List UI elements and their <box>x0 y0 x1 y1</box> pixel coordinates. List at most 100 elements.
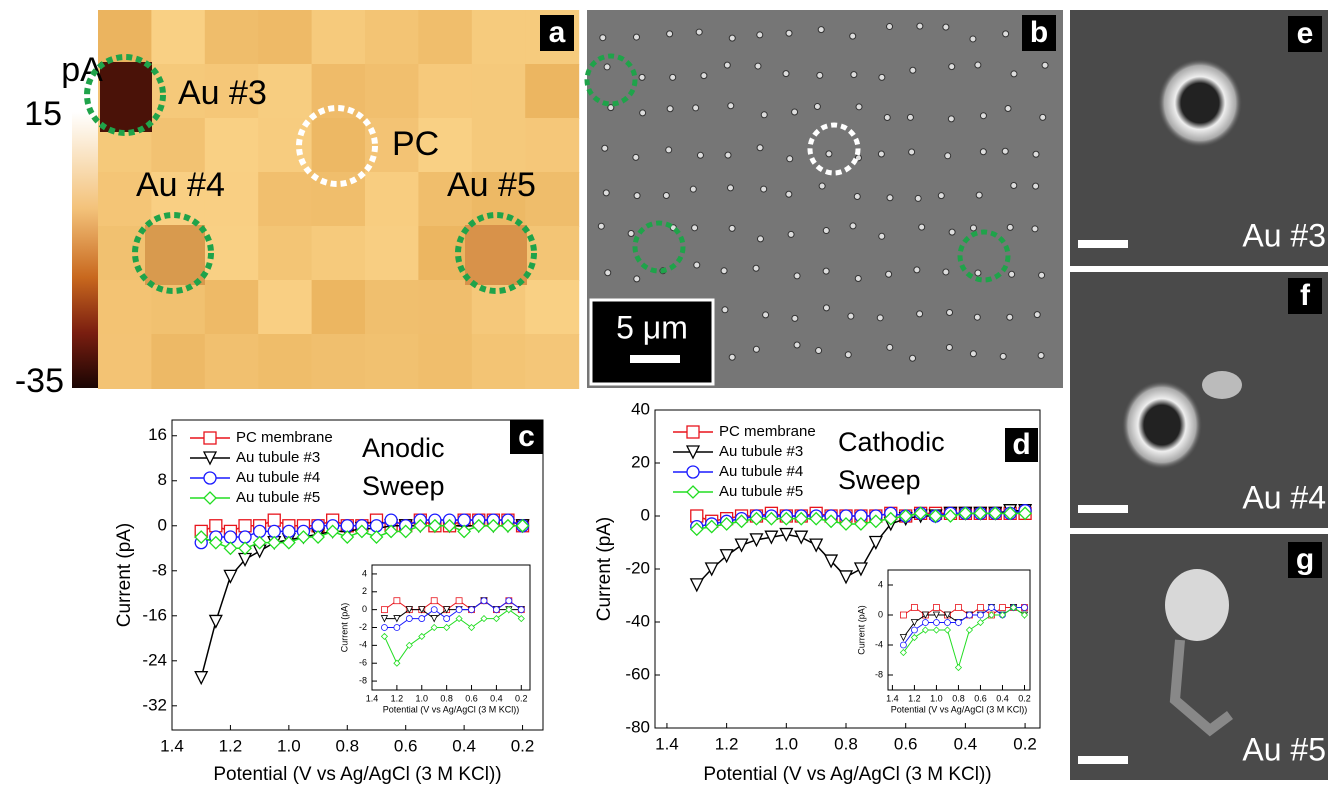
marker <box>492 615 500 623</box>
marker <box>977 604 984 611</box>
pore <box>816 71 824 79</box>
pore <box>785 190 793 198</box>
tubule <box>1158 59 1242 147</box>
marker <box>689 578 704 593</box>
marker <box>442 518 457 533</box>
marker <box>418 615 426 622</box>
pore <box>878 232 886 240</box>
marker <box>393 659 401 667</box>
marker <box>340 530 355 544</box>
pore <box>815 347 823 355</box>
pore <box>752 264 760 272</box>
pore <box>886 343 894 351</box>
pore <box>818 182 826 190</box>
legend-marker <box>685 445 701 460</box>
marker <box>380 632 389 640</box>
marker <box>719 517 734 531</box>
marker <box>340 519 354 533</box>
pore <box>948 63 956 71</box>
sem-panels: e Au #3 f Au #4 g Au #5 <box>1070 10 1328 780</box>
marker <box>455 597 463 605</box>
heat-cell <box>311 118 366 173</box>
x-axis-label: Potential (V vs Ag/AgCl (3 M KCl)) <box>213 764 501 785</box>
pore <box>633 275 641 283</box>
spot-label: Au #3 <box>178 74 267 112</box>
x-tick-label: 0.2 <box>1013 734 1037 753</box>
pore <box>1010 70 1018 78</box>
pore <box>728 353 736 361</box>
marker <box>457 513 471 527</box>
heat-cell <box>418 280 473 335</box>
panel-label: g <box>1296 543 1314 576</box>
pore <box>1004 104 1012 112</box>
pore <box>721 306 729 314</box>
x-tick-label: 0.8 <box>952 693 965 703</box>
marker <box>398 524 413 539</box>
pore <box>886 194 894 202</box>
pore <box>793 272 801 280</box>
marker <box>384 524 399 539</box>
scale-bar-box <box>589 298 715 386</box>
spot-circles <box>84 54 537 294</box>
heat-cell <box>311 172 366 227</box>
pore <box>883 114 891 122</box>
marker <box>311 530 325 544</box>
marker <box>999 604 1006 611</box>
panel-label-box <box>1022 15 1056 51</box>
heat-cell <box>365 226 419 281</box>
marker <box>921 611 930 619</box>
marker <box>911 626 918 634</box>
legend-label: Au tubule #3 <box>719 443 803 460</box>
marker <box>1018 506 1032 521</box>
pore <box>974 61 982 69</box>
panel-label: f <box>1300 279 1311 312</box>
marker <box>369 519 384 533</box>
marker <box>794 511 809 526</box>
x-tick-label: 0.6 <box>394 736 418 755</box>
pore <box>1002 30 1010 38</box>
annotation: Cathodic <box>838 427 945 457</box>
marker <box>954 663 963 672</box>
y-axis-label: Current (pA) <box>114 523 135 628</box>
marker <box>853 562 868 577</box>
y-axis-label: Current (pA) <box>856 605 866 655</box>
marker <box>354 524 369 539</box>
marker <box>998 611 1007 619</box>
heat-cell <box>311 280 366 335</box>
marker <box>987 611 996 619</box>
panel-label-box <box>1288 542 1322 578</box>
marker <box>704 562 719 577</box>
pore <box>691 224 699 232</box>
marker <box>966 611 973 619</box>
panel-label: d <box>1012 428 1030 461</box>
pore <box>1001 147 1009 155</box>
marker <box>471 518 486 533</box>
heat-cell <box>204 172 259 227</box>
x-tick-label: 1.2 <box>391 693 404 703</box>
marker <box>296 530 311 544</box>
panel-label-box <box>510 420 543 454</box>
pore <box>632 153 640 161</box>
pore <box>695 28 703 36</box>
panel-label-box <box>1288 16 1322 52</box>
heat-cell <box>418 334 473 389</box>
cell <box>145 225 205 285</box>
marker <box>794 530 809 545</box>
legend-marker <box>202 451 218 466</box>
scale-bar <box>1078 240 1128 248</box>
marker <box>505 597 513 605</box>
legend-label: Au tubule #4 <box>236 469 320 486</box>
y-axis-label: Current (pA) <box>339 603 349 653</box>
marker <box>369 530 384 544</box>
marker <box>976 618 985 627</box>
pore <box>849 222 857 230</box>
marker <box>988 506 1003 521</box>
marker <box>943 509 958 523</box>
spot <box>455 212 537 294</box>
debris <box>1202 371 1242 399</box>
x-tick-label: 1.0 <box>416 693 429 703</box>
pore <box>728 34 736 42</box>
pore <box>847 312 855 320</box>
pore <box>969 35 977 43</box>
marker <box>910 633 918 642</box>
